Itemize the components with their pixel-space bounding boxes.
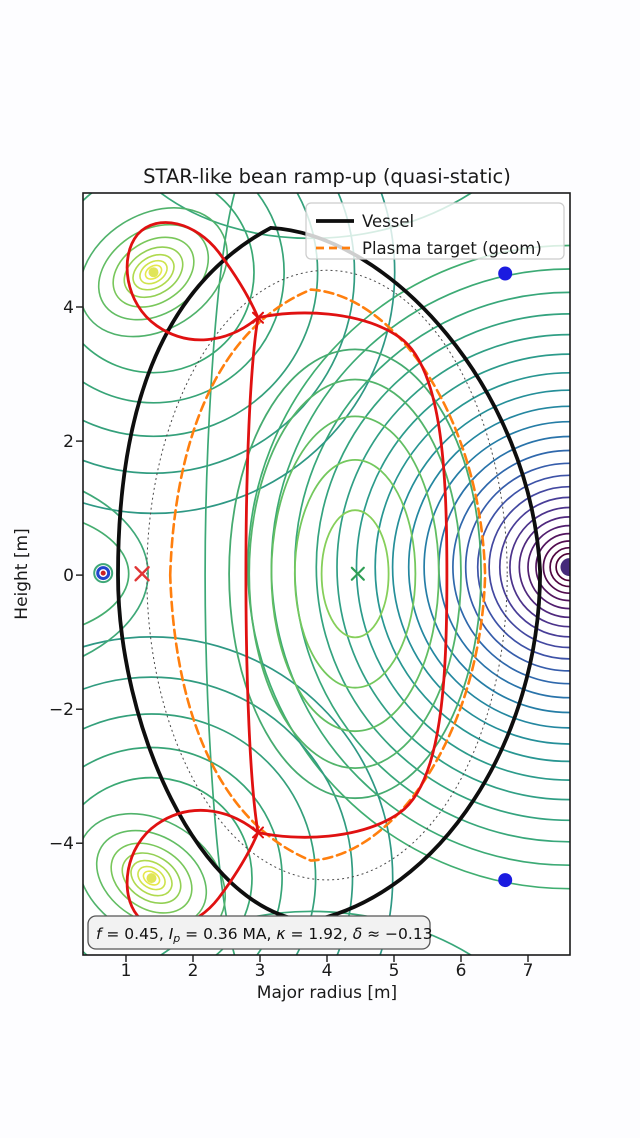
upper-coil-field-arcs xyxy=(83,193,255,374)
core-flux-contours xyxy=(293,458,417,689)
lower-coil-flux-ovals xyxy=(142,870,161,886)
upper-coil-flux-ovals xyxy=(97,223,210,321)
legend-label-target: Plasma target (geom) xyxy=(362,239,542,258)
legend-label-vessel: Vessel xyxy=(362,212,414,231)
annotation-text: f = 0.45, Ip = 0.36 MA, κ = 1.92, δ ≈ −0… xyxy=(96,925,433,945)
separatrix-upper-coil-loop xyxy=(125,221,260,342)
x-tick-label: 5 xyxy=(389,961,400,981)
inner-coil-ring-blue xyxy=(96,566,111,581)
upper-coil-flux-ovals xyxy=(123,246,184,299)
legend: Vessel Plasma target (geom) xyxy=(305,202,565,260)
lower-coil-flux-ovals xyxy=(95,829,208,927)
annotation-box xyxy=(87,915,431,950)
y-axis-label: Height [m] xyxy=(12,528,32,619)
separatrix-outer-boundary xyxy=(256,311,449,839)
annotation: f = 0.45, Ip = 0.36 MA, κ = 1.92, δ ≈ −0… xyxy=(87,915,433,950)
axis-ticks xyxy=(76,306,529,962)
y-tick-label: −2 xyxy=(49,700,74,720)
core-flux-contours xyxy=(320,509,390,639)
core-flux-contours xyxy=(270,415,440,733)
y-tick-label: 4 xyxy=(63,298,74,318)
x-tick-label: 4 xyxy=(322,961,333,981)
lower-coil-flux-ovals xyxy=(130,859,173,897)
reference-ellipse xyxy=(146,269,508,881)
upper-coil-field-arcs xyxy=(83,193,356,474)
magnetic-axis-marker xyxy=(350,566,365,581)
x-tick-label: 2 xyxy=(188,961,199,981)
core-flux-contours xyxy=(228,348,483,800)
y-tick-label: 0 xyxy=(63,566,74,586)
x-tick-label: 7 xyxy=(523,961,534,981)
lower-coil-flux-ovals xyxy=(121,852,182,904)
upper-coil-flux-ovals xyxy=(144,264,163,280)
inner-coil-ring-green xyxy=(93,563,114,584)
current-center-marker xyxy=(134,566,150,582)
lower-coil-field-arcs xyxy=(83,746,283,955)
page-title: STAR-like bean ramp-up (quasi-static) xyxy=(143,165,511,188)
field-line xyxy=(83,521,130,626)
external-coil-flux-rings-core xyxy=(560,558,570,577)
lower-coil-flux-ovals xyxy=(137,865,166,891)
upper-coil-field-arcs xyxy=(83,193,285,404)
core-flux-contours xyxy=(248,378,462,770)
upper-coil-flux-ovals xyxy=(83,207,228,338)
plasma-target-outline xyxy=(168,288,487,862)
lower-coil-field-arcs xyxy=(83,776,253,955)
upper-coil-flux-ovals xyxy=(112,236,195,308)
upper-coil-flux-ovals-center xyxy=(148,267,159,278)
y-tick-label: −4 xyxy=(49,834,74,854)
x-tick-label: 3 xyxy=(255,961,266,981)
lower-x-point-marker xyxy=(251,826,264,839)
field-line xyxy=(83,490,149,658)
legend-box xyxy=(305,202,565,260)
separatrix-inner-leg xyxy=(244,316,260,834)
upper-coil-flux-ovals xyxy=(139,259,168,285)
x-axis-label: Major radius [m] xyxy=(257,983,397,1003)
pf-coil-dot-upper xyxy=(498,266,513,281)
pf-coil-dot-lower xyxy=(498,873,513,888)
upper-coil-field-arcs xyxy=(83,193,396,515)
lower-coil-field-arcs xyxy=(83,713,317,955)
lower-coil-field-arcs xyxy=(83,676,354,955)
y-tick-label: 2 xyxy=(63,432,74,452)
inner-coil-dot xyxy=(100,570,106,576)
lower-coil-flux-ovals-center xyxy=(146,873,157,884)
upper-coil-flux-ovals xyxy=(132,253,175,291)
vessel-outline xyxy=(116,225,543,924)
field-line xyxy=(204,193,236,955)
plot-background xyxy=(83,193,570,955)
lower-coil-field-arcs xyxy=(83,636,394,955)
lower-coil-flux-ovals xyxy=(110,842,193,914)
x-tick-label: 1 xyxy=(121,961,132,981)
x-tick-label: 6 xyxy=(456,961,467,981)
upper-x-point-marker xyxy=(251,311,264,324)
upper-coil-field-arcs xyxy=(83,193,319,438)
